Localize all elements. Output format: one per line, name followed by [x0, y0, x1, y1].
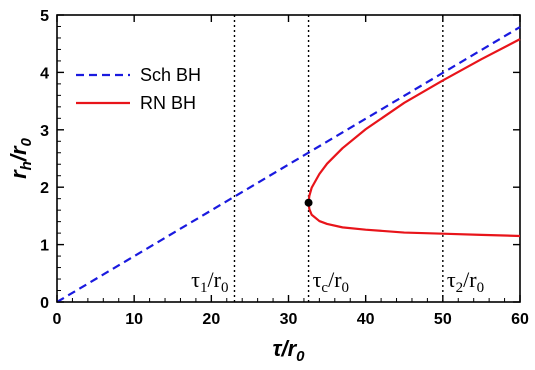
- annotation-tau-1: τ1/r0: [191, 267, 228, 296]
- x-tick-label: 60: [511, 311, 529, 328]
- x-tick-label: 30: [280, 311, 298, 328]
- annotation-tau-c: τc/r0: [313, 267, 349, 296]
- y-tick-label: 3: [40, 123, 49, 140]
- critical-point-marker: [304, 198, 313, 207]
- series-rn-lower-line: [307, 202, 521, 238]
- x-axis-label: τ/r0: [272, 336, 305, 365]
- y-tick-label: 2: [40, 180, 49, 197]
- y-tick-label: 4: [40, 65, 49, 82]
- y-axis-label: rh/r0: [6, 137, 35, 178]
- plot-frame: [56, 14, 521, 303]
- series-rn-upper-line: [307, 38, 521, 203]
- legend-label-sch: Sch BH: [140, 65, 201, 85]
- y-tick-label: 5: [40, 8, 49, 25]
- series-sch-line: [56, 26, 521, 303]
- x-tick-label: 10: [125, 311, 143, 328]
- annotation-tau-2: τ2/r0: [447, 267, 484, 296]
- y-tick-label: 0: [40, 295, 49, 312]
- x-tick-label: 0: [53, 311, 62, 328]
- x-tick-label: 50: [434, 311, 452, 328]
- x-tick-label: 40: [357, 311, 375, 328]
- y-tick-label: 1: [40, 238, 49, 255]
- x-tick-label: 20: [202, 311, 220, 328]
- legend-label-rn: RN BH: [140, 93, 196, 113]
